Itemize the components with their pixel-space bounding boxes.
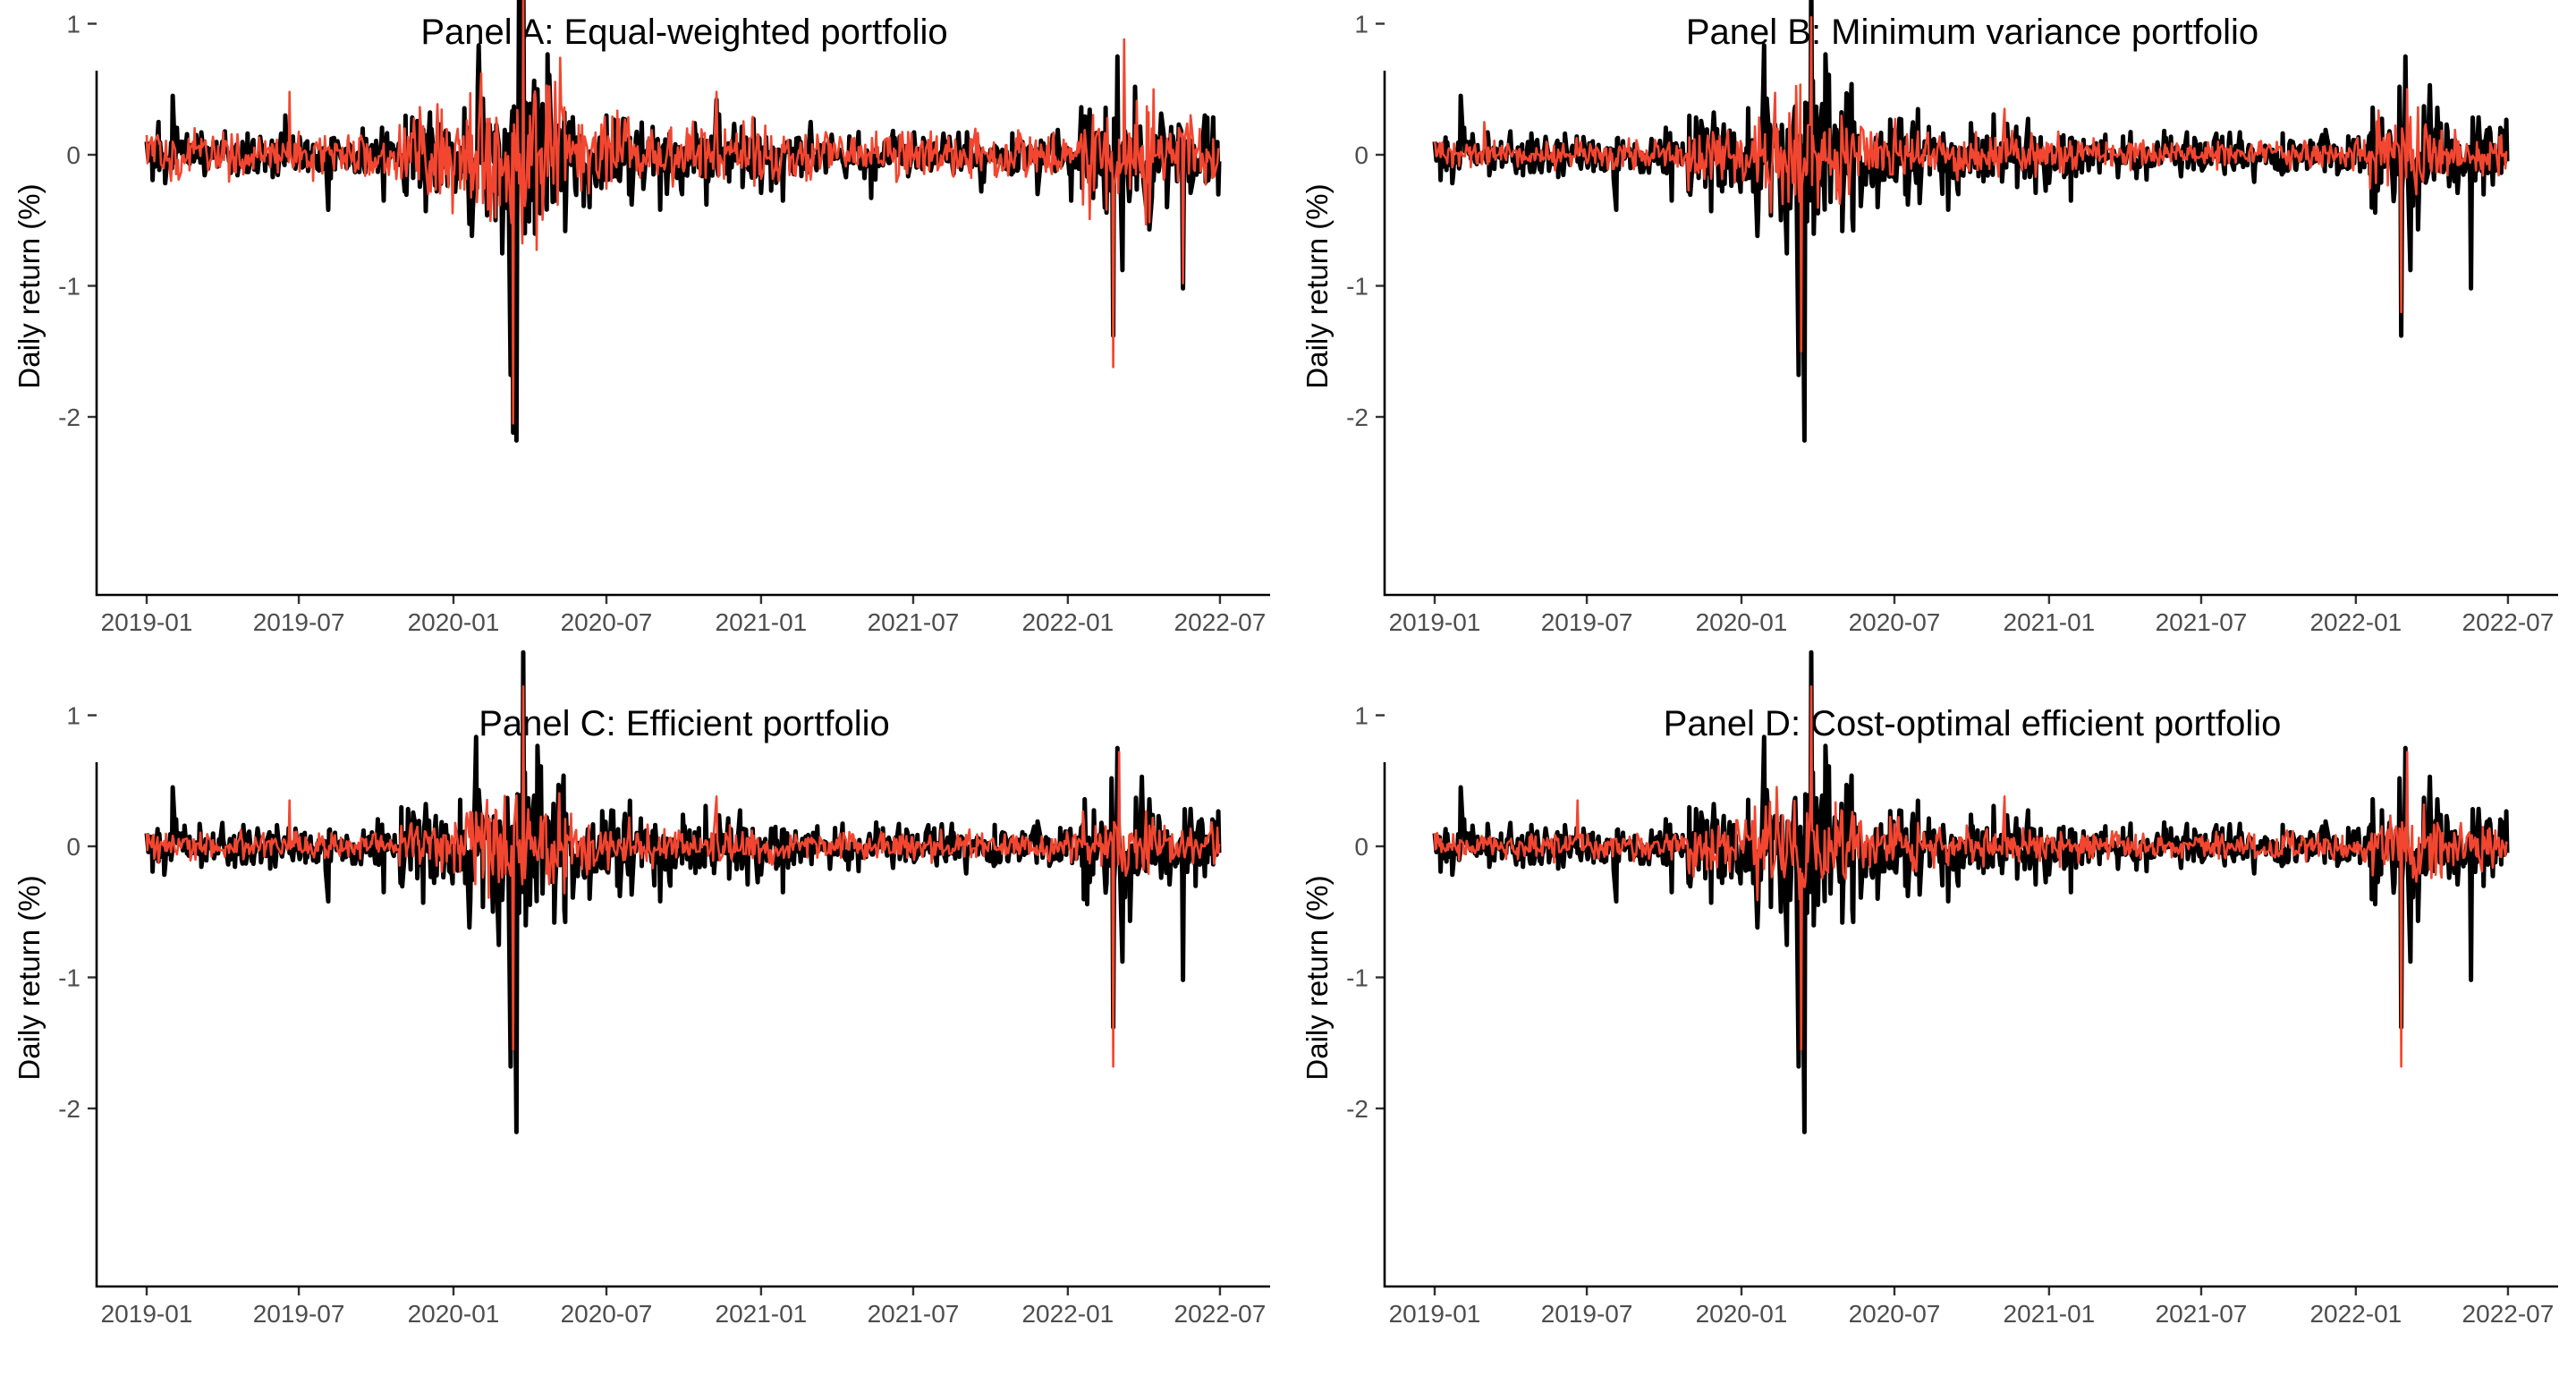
panel-d-x-tick-label: 2022-07 — [2462, 1300, 2555, 1328]
panel-c-y-tick-label: 0 — [66, 833, 80, 861]
panel-b-x-ticks: 2019-01 2019-07 2020-01 2020-07 2021-01 2021-… — [1389, 595, 2555, 636]
panel-d-y-tick-label: 1 — [1354, 702, 1368, 730]
panel-d-plot-area — [1432, 650, 2510, 1134]
panel-c-x-tick-label: 2021-07 — [868, 1300, 960, 1328]
panel-b-y-axis-label: Daily return (%) — [1301, 183, 1334, 388]
panel-c: Panel C: Efficient portfolio Daily retur… — [13, 650, 1270, 1328]
panel-c-x-tick-label: 2020-07 — [561, 1300, 653, 1328]
panel-a-y-tick-label: -1 — [58, 273, 80, 301]
panel-d-y-tick-label: -2 — [1346, 1095, 1368, 1123]
panel-c-axes — [95, 762, 1270, 1288]
panel-a-x-tick-label: 2022-01 — [1021, 608, 1114, 636]
panel-a-y-ticks: -2 -1 0 1 — [58, 11, 97, 431]
panel-d-x-tick-label: 2020-07 — [1849, 1300, 1941, 1328]
panel-b: Panel B: Minimum variance portfolio Dail… — [1301, 0, 2558, 636]
panel-c-x-tick-label: 2019-01 — [101, 1300, 193, 1328]
panel-a: Panel A: Equal-weighted portfolio Daily … — [13, 0, 1270, 636]
panel-c-y-tick-label: 1 — [66, 702, 80, 730]
panel-d-x-tick-label: 2019-01 — [1389, 1300, 1481, 1328]
panel-a-x-tick-label: 2021-01 — [716, 608, 808, 636]
panel-b-series-red-line — [1433, 15, 2508, 353]
panel-d-series-red-line — [1433, 685, 2509, 1068]
panel-a-x-tick-label: 2019-07 — [253, 608, 345, 636]
panel-d-title: Panel D: Cost-optimal efficient portfoli… — [1664, 704, 2282, 743]
panel-c-title: Panel C: Efficient portfolio — [479, 704, 890, 743]
panel-d-x-tick-label: 2019-07 — [1541, 1300, 1633, 1328]
panel-d-x-tick-label: 2022-01 — [2309, 1300, 2402, 1328]
panel-b-y-tick-label: -1 — [1346, 273, 1368, 301]
panel-b-plot-area — [1432, 0, 2510, 443]
panel-a-x-tick-label: 2020-01 — [408, 608, 500, 636]
panel-b-x-tick-label: 2019-07 — [1541, 608, 1633, 636]
panel-b-title: Panel B: Minimum variance portfolio — [1686, 13, 2258, 52]
panel-c-plot-area — [144, 650, 1222, 1134]
panel-a-y-tick-label: 0 — [66, 141, 80, 169]
panel-a-title: Panel A: Equal-weighted portfolio — [420, 13, 947, 52]
panel-d-axes — [1383, 762, 2558, 1288]
panel-a-y-tick-label: 1 — [66, 11, 80, 38]
panel-d-x-ticks: 2019-01 2019-07 2020-01 2020-07 2021-01 2021-… — [1389, 1286, 2555, 1328]
panel-c-x-ticks: 2019-01 2019-07 2020-01 2020-07 2021-01 2021-… — [101, 1286, 1267, 1328]
panel-c-x-tick-label: 2022-01 — [1021, 1300, 1114, 1328]
panel-d-x-tick-label: 2021-01 — [2004, 1300, 2096, 1328]
panel-b-x-tick-label: 2020-07 — [1849, 608, 1941, 636]
panel-b-y-tick-label: 0 — [1354, 141, 1368, 169]
panel-b-x-tick-label: 2021-01 — [2004, 608, 2096, 636]
panel-c-x-tick-label: 2022-07 — [1174, 1300, 1267, 1328]
panel-b-y-tick-label: 1 — [1354, 11, 1368, 38]
panel-a-plot-area — [144, 0, 1222, 443]
panel-b-x-tick-label: 2020-01 — [1696, 608, 1788, 636]
panel-a-x-tick-label: 2020-07 — [561, 608, 653, 636]
panel-b-y-ticks: -2 -1 0 1 — [1346, 11, 1385, 431]
panel-c-x-tick-label: 2019-07 — [253, 1300, 345, 1328]
panel-d-x-tick-label: 2020-01 — [1696, 1300, 1788, 1328]
panel-c-y-ticks: -2 -1 0 1 — [58, 702, 97, 1123]
panel-d-y-tick-label: -1 — [1346, 964, 1368, 992]
panel-a-axes — [95, 71, 1270, 597]
panel-d-x-tick-label: 2021-07 — [2156, 1300, 2248, 1328]
panel-a-y-tick-label: -2 — [58, 403, 80, 431]
panel-d-y-ticks: -2 -1 0 1 — [1346, 702, 1385, 1123]
panel-b-x-tick-label: 2021-07 — [2156, 608, 2248, 636]
panel-c-y-axis-label: Daily return (%) — [13, 875, 46, 1080]
panel-c-x-tick-label: 2021-01 — [716, 1300, 808, 1328]
panel-b-y-tick-label: -2 — [1346, 403, 1368, 431]
panel-b-x-tick-label: 2022-07 — [2462, 608, 2555, 636]
panel-c-series-red-line — [145, 685, 1221, 1068]
panel-a-y-axis-label: Daily return (%) — [13, 183, 46, 388]
panel-d-y-axis-label: Daily return (%) — [1301, 875, 1334, 1080]
panel-d: Panel D: Cost-optimal efficient portfoli… — [1301, 650, 2558, 1328]
panel-a-series-red-line — [145, 0, 1221, 425]
panel-a-x-tick-label: 2019-01 — [101, 608, 193, 636]
panel-a-x-tick-label: 2021-07 — [868, 608, 960, 636]
panel-c-y-tick-label: -2 — [58, 1095, 80, 1123]
panel-d-y-tick-label: 0 — [1354, 833, 1368, 861]
panel-b-x-tick-label: 2022-01 — [2309, 608, 2402, 636]
panel-c-x-tick-label: 2020-01 — [408, 1300, 500, 1328]
panel-b-axes — [1383, 71, 2558, 597]
panel-a-x-ticks: 2019-01 2019-07 2020-01 2020-07 2021-01 2021-… — [101, 595, 1267, 636]
panel-c-y-tick-label: -1 — [58, 964, 80, 992]
panel-b-x-tick-label: 2019-01 — [1389, 608, 1481, 636]
panel-a-x-tick-label: 2022-07 — [1174, 608, 1267, 636]
